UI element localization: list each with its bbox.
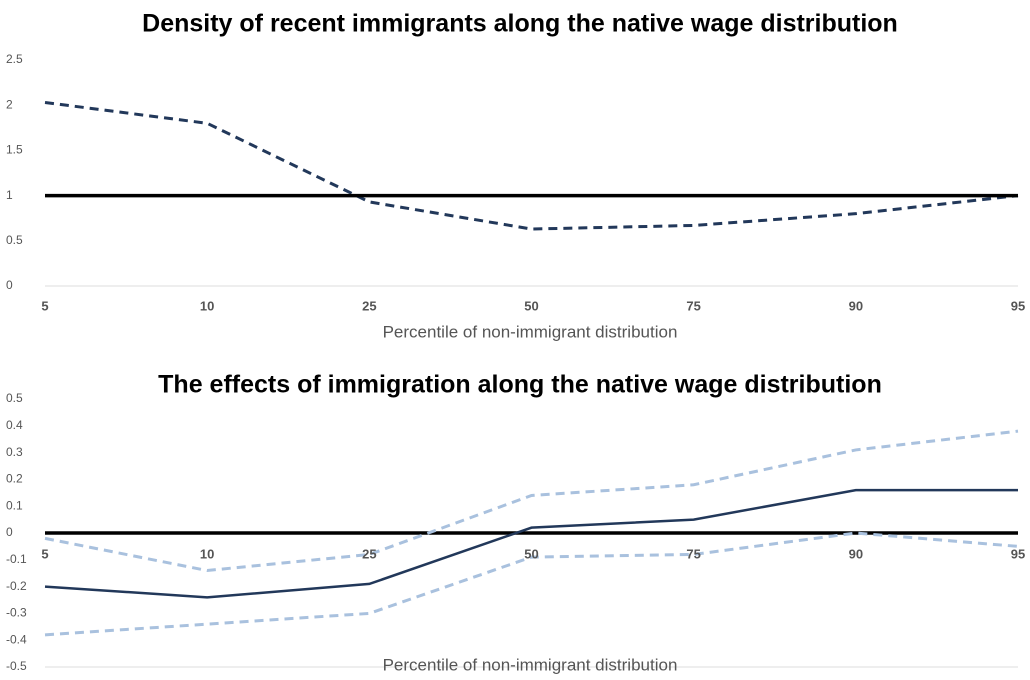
y-tick-label: 2 (6, 97, 13, 111)
y-tick-label: 2.5 (6, 52, 23, 66)
y-tick-label: 1 (6, 188, 13, 202)
series-line (44, 488, 1018, 599)
x-tick-label: 5 (41, 298, 48, 313)
y-tick-label: 0 (6, 525, 13, 539)
y-tick-label: 0.2 (6, 472, 23, 486)
y-tick-label: 0.5 (6, 391, 23, 405)
series-line (44, 531, 1019, 637)
x-tick-label: 90 (849, 298, 863, 313)
y-tick-label: 0.4 (6, 418, 23, 432)
y-tick-label: -0.4 (6, 632, 27, 646)
x-tick-label: 95 (1011, 546, 1025, 561)
x-tick-label: 75 (686, 298, 700, 313)
y-tick-label: -0.2 (6, 579, 27, 593)
x-tick-label: 5 (41, 546, 48, 561)
y-tick-label: -0.3 (6, 606, 27, 620)
y-tick-label: 1.5 (6, 143, 23, 157)
x-tick-label: 50 (524, 298, 538, 313)
x-tick-label: 25 (362, 546, 376, 561)
series-line (44, 101, 1019, 231)
y-tick-label: 0 (6, 278, 13, 292)
x-tick-label: 10 (200, 546, 214, 561)
y-tick-label: 0.3 (6, 445, 23, 459)
x-tick-label: 25 (362, 298, 376, 313)
y-tick-label: -0.5 (6, 659, 27, 673)
x-tick-label: 90 (849, 546, 863, 561)
x-tick-label: 10 (200, 298, 214, 313)
y-tick-label: -0.1 (6, 552, 27, 566)
y-tick-label: 0.5 (6, 233, 23, 247)
chart-title: Density of recent immigrants along the n… (142, 10, 898, 38)
chart-title: The effects of immigration along the nat… (158, 371, 882, 399)
y-tick-label: 0.1 (6, 498, 23, 512)
x-tick-label: 95 (1011, 298, 1025, 313)
x-tick-label: 75 (686, 546, 700, 561)
series-line (44, 429, 1019, 573)
x-axis-label: Percentile of non-immigrant distribution (383, 655, 678, 674)
x-axis-label: Percentile of non-immigrant distribution (383, 322, 678, 341)
x-tick-label: 50 (524, 546, 538, 561)
